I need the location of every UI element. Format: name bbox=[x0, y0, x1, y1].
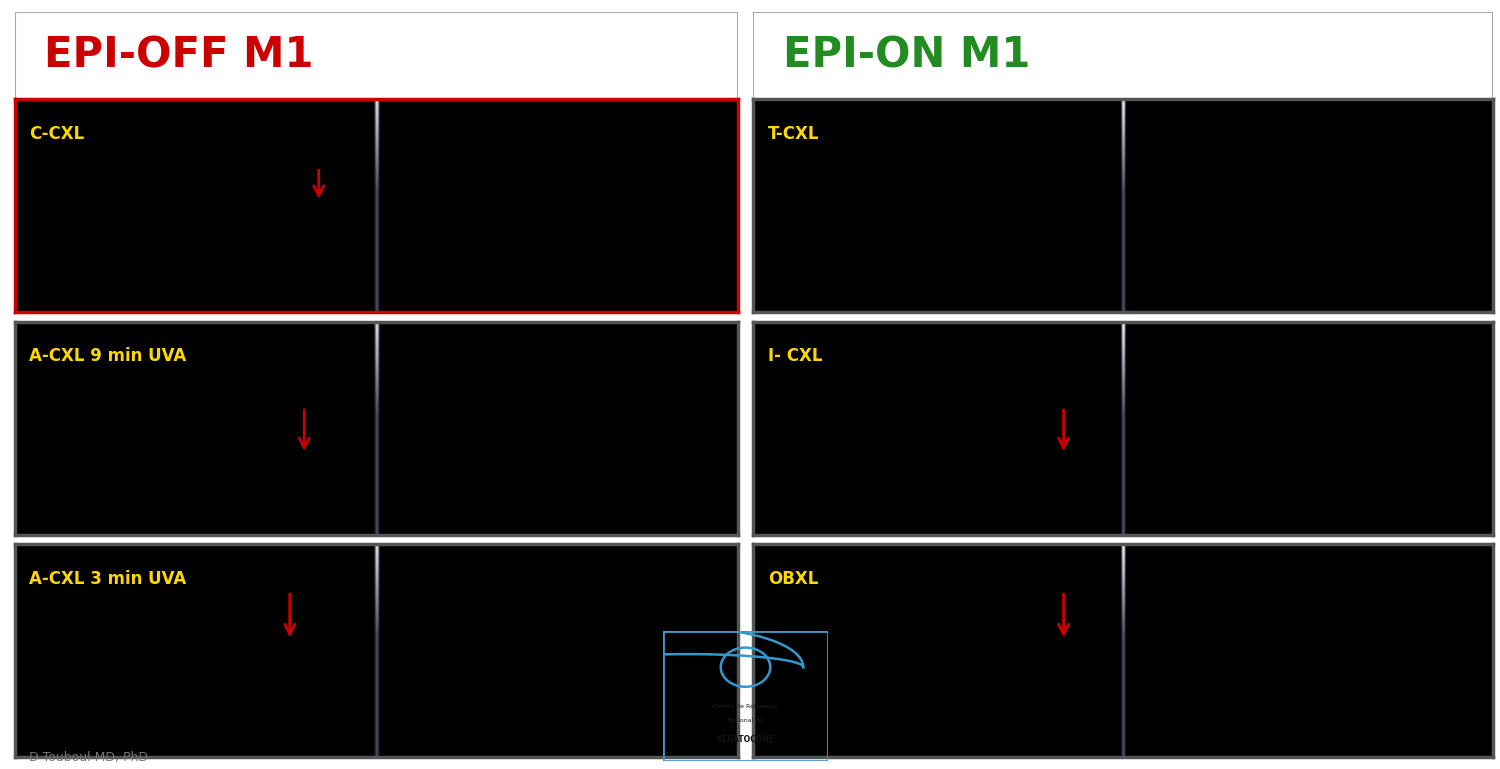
Text: EPI-ON M1: EPI-ON M1 bbox=[783, 35, 1030, 77]
Text: A-CXL 3 min UVA: A-CXL 3 min UVA bbox=[30, 570, 186, 588]
Text: Centre de Référence: Centre de Référence bbox=[712, 704, 778, 709]
Text: T-CXL: T-CXL bbox=[768, 125, 819, 143]
Text: C-CXL: C-CXL bbox=[30, 125, 84, 143]
Text: KERATOCONE: KERATOCONE bbox=[717, 735, 774, 744]
Text: A-CXL 9 min UVA: A-CXL 9 min UVA bbox=[30, 348, 186, 365]
Text: OBXL: OBXL bbox=[768, 570, 818, 588]
Text: D Touboul MD, PhD: D Touboul MD, PhD bbox=[30, 751, 148, 764]
Text: I- CXL: I- CXL bbox=[768, 348, 822, 365]
Text: National du: National du bbox=[728, 718, 764, 723]
Text: EPI-OFF M1: EPI-OFF M1 bbox=[44, 35, 314, 77]
